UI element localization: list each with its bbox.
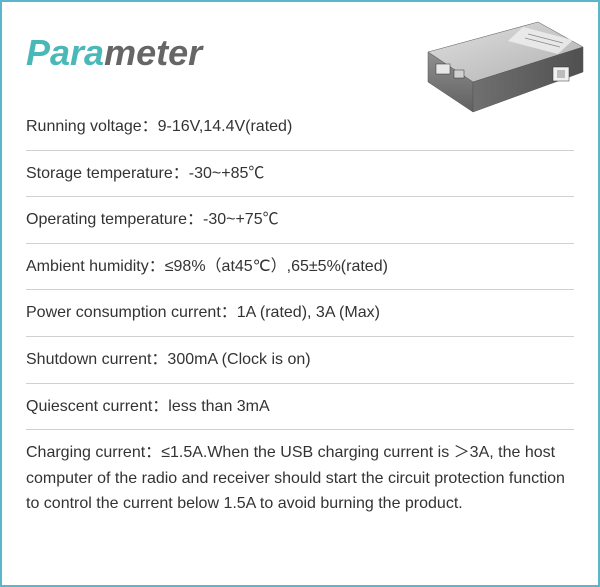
spec-value: 300mA (Clock is on) [167, 351, 310, 368]
spec-row: Ambient humidity：≤98%（at45℃）,65±5%(rated… [26, 244, 574, 291]
spec-value: ≤98%（at45℃）,65±5%(rated) [165, 258, 388, 275]
spec-label: Storage temperature： [26, 165, 189, 182]
spec-list: Running voltage：9-16V,14.4V(rated) Stora… [26, 104, 574, 527]
spec-label: Quiescent current： [26, 398, 168, 415]
product-image [378, 12, 588, 122]
spec-value: 1A (rated), 3A (Max) [237, 304, 380, 321]
spec-value: less than 3mA [168, 398, 269, 415]
spec-row: Charging current：≤1.5A.When the USB char… [26, 430, 574, 527]
spec-value: -30~+85℃ [189, 165, 265, 182]
spec-label: Ambient humidity： [26, 258, 165, 275]
spec-label: Charging current： [26, 444, 161, 461]
title-part1: Para [26, 32, 104, 73]
spec-row: Storage temperature：-30~+85℃ [26, 151, 574, 198]
spec-row: Quiescent current：less than 3mA [26, 384, 574, 431]
spec-row: Power consumption current：1A (rated), 3A… [26, 290, 574, 337]
spec-label: Operating temperature： [26, 211, 203, 228]
spec-value: -30~+75℃ [203, 211, 279, 228]
main-container: Parameter Running voltage：9-16V,14.4V(ra… [0, 0, 600, 587]
spec-row: Operating temperature：-30~+75℃ [26, 197, 574, 244]
spec-label: Shutdown current： [26, 351, 167, 368]
spec-label: Power consumption current： [26, 304, 237, 321]
spec-row: Shutdown current：300mA (Clock is on) [26, 337, 574, 384]
spec-value: 9-16V,14.4V(rated) [158, 118, 293, 135]
title-part2: meter [104, 32, 202, 73]
spec-label: Running voltage： [26, 118, 158, 135]
